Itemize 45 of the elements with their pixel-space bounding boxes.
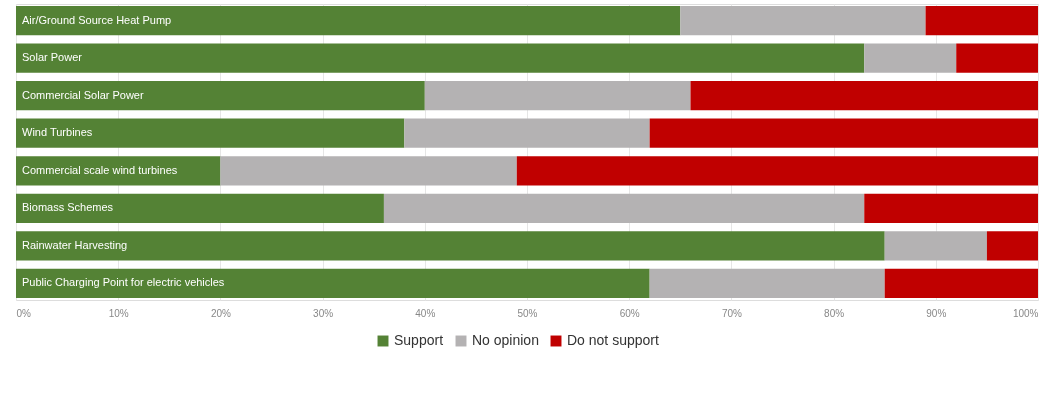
bar: [16, 231, 885, 261]
y-tick-label: Commercial Solar Power: [22, 88, 144, 101]
bar: [220, 156, 517, 186]
bar: [649, 268, 885, 299]
y-tick-label: Commercial scale wind turbines: [22, 163, 178, 176]
y-tick-label: Public Charging Point for electric vehicles: [22, 276, 225, 289]
bar: [16, 81, 425, 111]
x-tick-label: 10%: [108, 307, 129, 319]
bar: [986, 231, 1038, 261]
x-tick-label: 20%: [210, 307, 232, 319]
x-tick-label: 60%: [619, 307, 640, 319]
bar: [424, 81, 691, 111]
y-tick-label: Biomass Schemes: [22, 201, 114, 214]
x-tick-label: 0%: [16, 307, 32, 319]
x-tick-label: 30%: [313, 307, 334, 319]
y-tick-label: Solar Power: [22, 51, 83, 64]
bar: [925, 5, 1038, 36]
x-tick-label: 90%: [926, 307, 947, 319]
y-tick-label: Wind Turbines: [22, 126, 93, 139]
y-tick-label: Air/Ground Source Heat Pump: [22, 13, 172, 26]
bar: [956, 43, 1038, 73]
bar: [383, 193, 865, 223]
bar: [680, 5, 926, 36]
bar: [16, 43, 865, 73]
bar: [864, 193, 1038, 223]
x-tick-label: 100%: [1012, 307, 1039, 319]
bar: [16, 118, 405, 148]
bar: [649, 118, 1038, 148]
bar: [404, 118, 650, 148]
bar: [864, 43, 957, 73]
bar: [690, 81, 1038, 111]
bar: [516, 156, 1038, 186]
bar: [16, 268, 650, 299]
x-tick-label: 80%: [824, 307, 845, 319]
bar: [884, 268, 1038, 299]
y-tick-label: Rainwater Harvesting: [22, 238, 128, 251]
x-tick-label: 40%: [415, 307, 436, 319]
legend-label: Support: [394, 332, 444, 348]
legend-label: Do not support: [567, 332, 659, 348]
x-tick-label: 50%: [517, 307, 538, 319]
bar: [16, 193, 384, 223]
x-tick-label: 70%: [721, 307, 743, 319]
bar: [16, 5, 681, 36]
legend-label: No opinion: [472, 332, 539, 348]
bar: [884, 231, 987, 261]
